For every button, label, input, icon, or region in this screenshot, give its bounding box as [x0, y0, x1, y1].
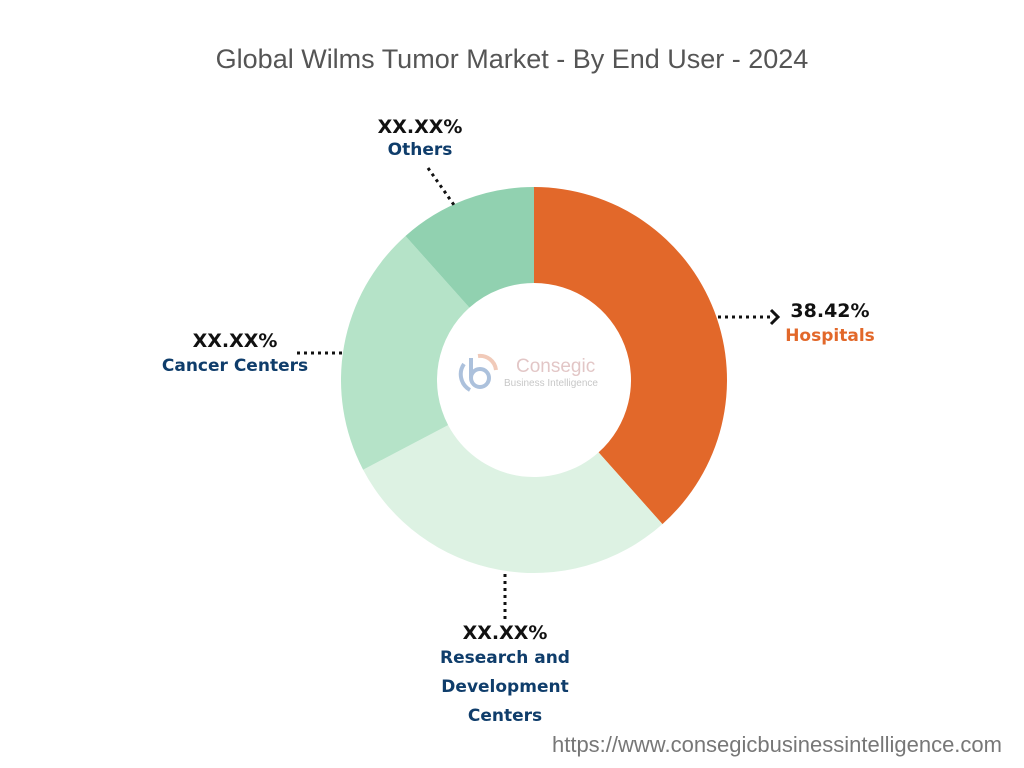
leader-others	[426, 167, 456, 206]
slice-cancer-centers	[340, 236, 470, 470]
label-hospitals: 38.42% Hospitals	[785, 300, 875, 346]
arrow-head-icon	[769, 308, 781, 326]
label-research: XX.XX% Research and Development Centers	[440, 622, 570, 726]
slice-research-and-development-centers	[363, 425, 663, 573]
slice-others	[405, 187, 534, 308]
label-cancer-centers: XX.XX% Cancer Centers	[161, 330, 309, 376]
slice-hospitals	[534, 187, 727, 525]
footer-url: https://www.consegicbusinessintelligence…	[551, 732, 1002, 757]
label-others: XX.XX% Others	[377, 116, 463, 160]
chart-title: Global Wilms Tumor Market - By End User …	[215, 44, 809, 74]
consegic-watermark-logo: Consegic Business Intelligence	[456, 350, 616, 400]
